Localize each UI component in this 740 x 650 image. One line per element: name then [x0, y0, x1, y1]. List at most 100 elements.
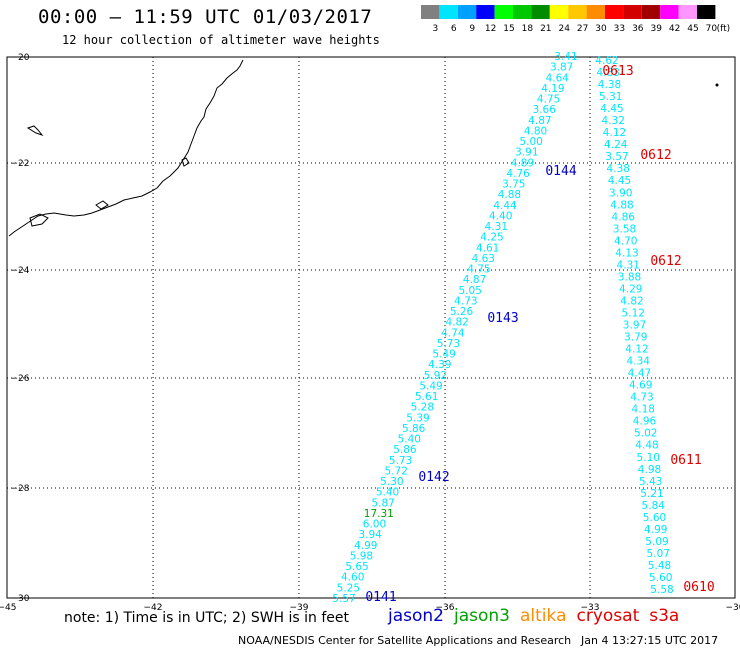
wave-height-value: 4.73: [630, 392, 653, 404]
coastline-bay: [181, 157, 190, 167]
lon-label: −39: [290, 603, 309, 613]
wave-height-value: 5.87: [371, 497, 394, 509]
coastline-lagoon: [95, 200, 109, 210]
pass-time-label: 0144: [545, 164, 576, 179]
wave-height-value: 3.87: [550, 62, 573, 74]
colorbar-swatch: [439, 5, 458, 19]
wave-height-value: 5.21: [640, 488, 663, 500]
lat-lon-grid: [6, 56, 736, 599]
wave-height-value: 4.70: [614, 235, 637, 247]
lon-label: −42: [144, 603, 163, 613]
wave-height-value: 4.31: [617, 259, 640, 271]
legend-jason2: jason2: [388, 606, 444, 626]
wave-height-value: 4.48: [635, 440, 658, 452]
wave-height-value: 4.62: [595, 55, 618, 67]
lat-label: −28: [11, 484, 30, 494]
wave-height-value: 3.79: [624, 332, 647, 344]
map-subtitle: 12 hour collection of altimeter wave hei…: [62, 33, 380, 47]
wave-height-value: 5.61: [415, 391, 438, 403]
wave-height-value: 4.24: [604, 139, 628, 151]
wave-height-value: 5.12: [622, 307, 645, 319]
colorbar-swatch: [697, 5, 716, 19]
lat-label: −22: [11, 159, 30, 169]
colorbar-tick-label: 45: [687, 24, 698, 34]
legend-jason3: jason3: [454, 606, 510, 626]
wave-height-value: 4.98: [638, 464, 661, 476]
wave-height-value: 5.43: [639, 476, 662, 488]
wave-height-value: 4.96: [633, 416, 657, 428]
wave-height-value: 4.73: [454, 295, 477, 307]
wave-height-value: 4.38: [607, 163, 630, 175]
wave-height-value: 6.00: [363, 519, 386, 531]
wave-height-value: 5.02: [634, 428, 657, 440]
wave-height-value: 4.69: [629, 380, 652, 392]
lat-label: −26: [11, 374, 30, 384]
wave-height-value: 4.60: [341, 572, 364, 584]
wave-height-value: 3.75: [502, 179, 525, 191]
wave-height-value: 3.41: [554, 51, 577, 63]
wave-height-value: 4.76: [506, 168, 530, 180]
island-point: [715, 83, 719, 87]
wave-height-value: 3.66: [533, 104, 557, 116]
wave-height-value: 3.58: [613, 223, 636, 235]
axis-labels: −45 −42 −39 −36 −33 −30 −20 −22 −24 −26 −28 −30: [0, 53, 740, 613]
lat-label: −30: [11, 594, 30, 604]
colorbar-swatch: [660, 5, 679, 19]
wave-height-value: 5.60: [649, 572, 672, 584]
wave-height-value: 5.60: [643, 512, 666, 524]
wave-height-value: 4.29: [619, 283, 642, 295]
wave-height-value: 5.72: [385, 465, 408, 477]
wave-height-value: 4.86: [612, 211, 636, 223]
wave-height-value: 3.94: [358, 529, 382, 541]
wave-height-value: 5.26: [450, 306, 474, 318]
wave-height-value: 3.97: [623, 320, 646, 332]
colorbar-swatch: [605, 5, 624, 19]
wave-height-value: 5.28: [411, 402, 434, 414]
wave-height-value: 4.13: [615, 247, 638, 259]
colorbar-legend: 3 6 9 12 15 18 21 24 27 30 33 36 39 42 45 70 (ft): [421, 5, 730, 34]
wave-height-value: 4.83: [597, 67, 620, 79]
wave-height-value: 5.86: [402, 423, 426, 435]
wave-height-value: 4.87: [463, 274, 486, 286]
wave-height-value: 3.91: [515, 147, 538, 159]
pass-time-label: 0142: [418, 470, 449, 485]
wave-height-value: 5.65: [345, 561, 368, 573]
wave-height-value: 4.47: [628, 368, 651, 380]
colorbar-tick-label: 39: [650, 24, 662, 34]
wave-height-value: 4.82: [445, 317, 468, 329]
wave-height-value: 4.75: [537, 94, 560, 106]
wave-height-value: 5.92: [424, 370, 447, 382]
wave-height-value: 5.49: [419, 380, 442, 392]
footnote: note: 1) Time is in UTC; 2) SWH is in fe…: [64, 610, 350, 626]
wave-height-value: 5.25: [337, 582, 360, 594]
wave-height-value: 4.74: [441, 327, 465, 339]
wave-height-value: 5.86: [393, 444, 417, 456]
colorbar-tick-label: 24: [558, 24, 570, 34]
wave-height-value: 5.98: [350, 550, 373, 562]
wave-height-value: 5.73: [437, 338, 460, 350]
wave-height-value: 4.19: [541, 83, 564, 95]
wave-height-value: 3.88: [618, 271, 641, 283]
coastline: [8, 59, 244, 237]
colorbar-tick-label: 6: [451, 24, 457, 34]
wave-height-value: 4.32: [602, 115, 625, 127]
timestamp-text: Jan 4 13:27:15 UTC 2017: [581, 634, 719, 647]
wave-height-value: 4.18: [632, 404, 655, 416]
coastline-lagoon: [29, 213, 49, 227]
wave-height-value: 4.12: [603, 127, 626, 139]
wave-height-value: 4.82: [620, 295, 643, 307]
pass-time-label: 0612: [650, 254, 681, 269]
wave-height-value: 4.45: [600, 103, 623, 115]
wave-height-value: 4.87: [528, 115, 551, 127]
wave-height-value: 17.31: [364, 508, 394, 520]
pass-time-labels: 0613 0612 0144 0612 0143 0611 0142 0610 0141: [365, 64, 714, 605]
altimeter-tracks: 3.413.874.644.194.753.664.874.805.003.91…: [332, 51, 673, 605]
wave-height-value: 4.64: [546, 72, 570, 84]
wave-height-value: 4.80: [524, 125, 547, 137]
pass-time-label: 0141: [365, 590, 396, 605]
lon-label: −36: [436, 603, 455, 613]
wave-height-value: 5.39: [406, 412, 429, 424]
wave-height-value: 3.57: [605, 151, 628, 163]
colorbar-tick-label: 12: [485, 24, 496, 34]
